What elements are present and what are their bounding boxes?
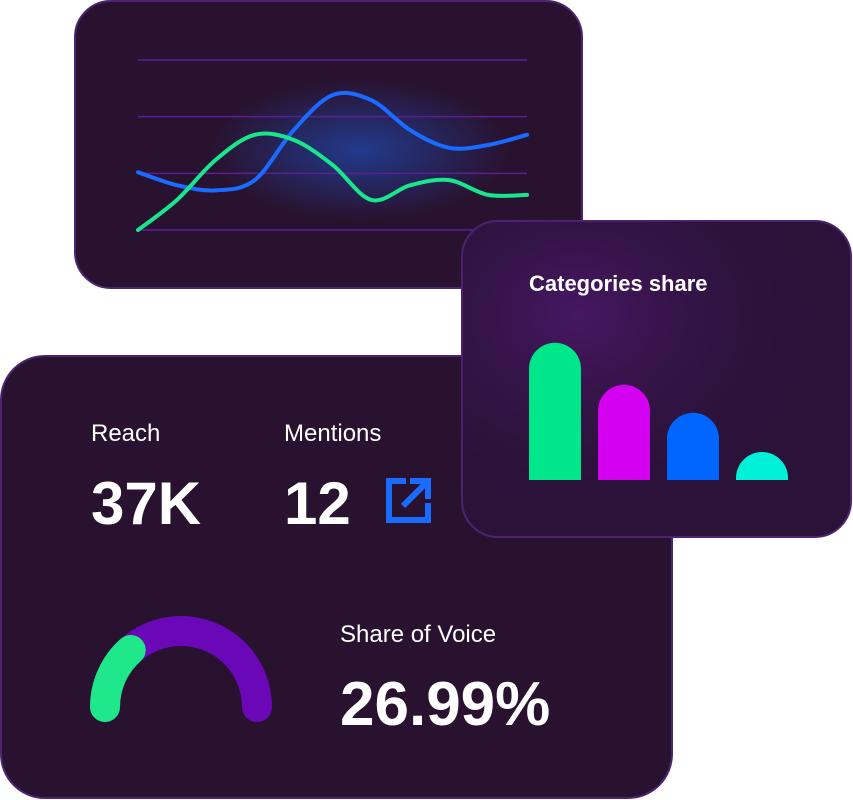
mentions-label: Mentions [284,420,381,447]
sov-value: 26.99% [340,670,550,739]
reach-value: 37K [91,470,201,537]
mentions-value: 12 [284,470,351,537]
bar [598,384,650,480]
sov-label: Share of Voice [340,621,496,648]
reach-label: Reach [91,420,160,447]
line-glow [210,80,510,220]
line-series [136,90,529,193]
bar-title: Categories share [529,271,708,296]
bar [529,342,581,480]
external-link-icon[interactable] [386,478,431,523]
line-series [136,131,529,232]
bar-card-glow [462,221,851,537]
gauge-value [90,635,146,722]
bar [667,412,719,480]
bar [736,452,788,480]
